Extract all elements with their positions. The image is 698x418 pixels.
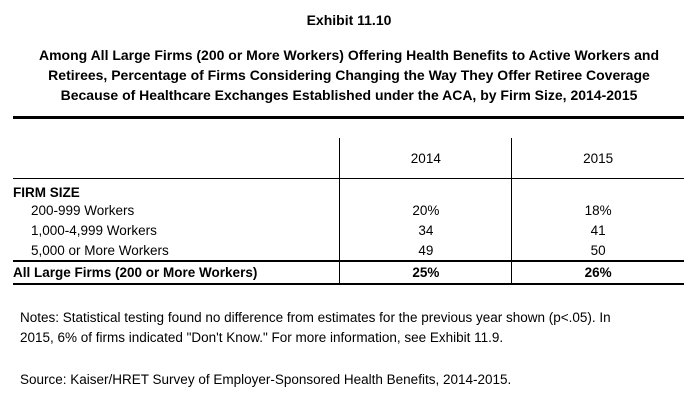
exhibit-number: Exhibit 11.10 xyxy=(306,12,392,28)
table-header-row: 2014 2015 xyxy=(13,138,684,179)
title-divider xyxy=(13,116,684,119)
row-label: 5,000 or More Workers xyxy=(31,242,169,258)
section-row: FIRM SIZE xyxy=(13,178,684,200)
section-cell xyxy=(511,178,684,200)
value-2014: 49 xyxy=(339,240,512,261)
value-2015: 41 xyxy=(511,220,684,240)
notes: Notes: Statistical testing found no diff… xyxy=(20,308,680,348)
chart-title: Among All Large Firms (200 or More Worke… xyxy=(20,45,678,105)
value-2015: 18% xyxy=(511,200,684,220)
data-table: 2014 2015 FIRM SIZE 200-999 Workers 20% … xyxy=(13,138,684,285)
header-2014: 2014 xyxy=(339,138,512,179)
total-2015: 26% xyxy=(511,260,684,285)
total-row: All Large Firms (200 or More Workers) 25… xyxy=(13,260,684,285)
value-2014: 20% xyxy=(339,200,512,220)
row-label: 1,000-4,999 Workers xyxy=(31,222,157,238)
section-label: FIRM SIZE xyxy=(13,185,80,200)
total-2014: 25% xyxy=(339,260,512,285)
value-2014: 34 xyxy=(339,220,512,240)
table-row: 200-999 Workers 20% 18% xyxy=(13,200,684,220)
title-line: Retirees, Percentage of Firms Considerin… xyxy=(48,67,650,83)
table-row: 1,000-4,999 Workers 34 41 xyxy=(13,220,684,240)
total-label: All Large Firms (200 or More Workers) xyxy=(13,260,340,285)
table-row: 5,000 or More Workers 49 50 xyxy=(13,240,684,261)
value-2015: 50 xyxy=(511,240,684,261)
notes-line: 2015, 6% of firms indicated "Don't Know.… xyxy=(20,330,504,345)
row-label: 200-999 Workers xyxy=(31,202,135,218)
source-note: Source: Kaiser/HRET Survey of Employer-S… xyxy=(20,372,512,387)
title-line: Because of Healthcare Exchanges Establis… xyxy=(60,87,638,103)
section-cell xyxy=(339,178,512,200)
header-2015: 2015 xyxy=(511,138,684,179)
notes-line: Notes: Statistical testing found no diff… xyxy=(20,310,611,325)
header-blank xyxy=(13,138,340,179)
title-line: Among All Large Firms (200 or More Worke… xyxy=(38,47,660,63)
